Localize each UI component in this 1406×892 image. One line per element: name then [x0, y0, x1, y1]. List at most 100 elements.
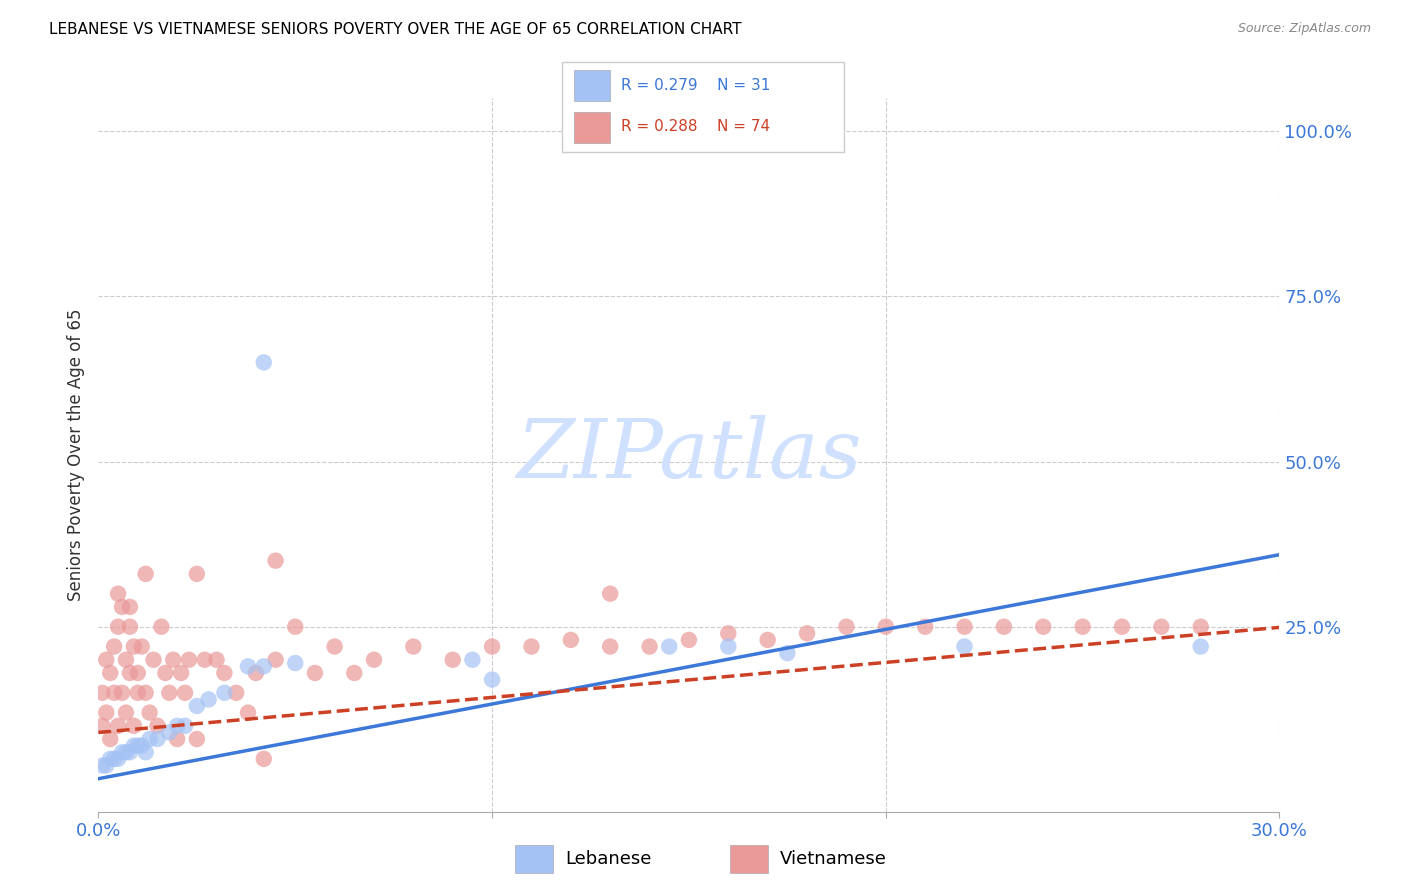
Point	[1189, 640, 1212, 654]
Point	[115, 745, 138, 759]
Point	[461, 653, 484, 667]
Point	[717, 640, 740, 654]
Point	[245, 665, 267, 680]
Point	[103, 640, 125, 654]
Text: LEBANESE VS VIETNAMESE SENIORS POVERTY OVER THE AGE OF 65 CORRELATION CHART: LEBANESE VS VIETNAMESE SENIORS POVERTY O…	[49, 22, 742, 37]
Point	[146, 732, 169, 747]
Point	[127, 739, 149, 753]
Point	[98, 752, 121, 766]
Point	[214, 665, 236, 680]
Text: Source: ZipAtlas.com: Source: ZipAtlas.com	[1237, 22, 1371, 36]
Point	[115, 653, 138, 667]
Point	[225, 686, 247, 700]
Point	[131, 640, 153, 654]
Point	[177, 653, 200, 667]
Point	[1032, 620, 1054, 634]
Point	[142, 653, 165, 667]
Point	[304, 665, 326, 680]
Point	[1111, 620, 1133, 634]
Point	[186, 732, 208, 747]
Point	[284, 656, 307, 670]
Point	[993, 620, 1015, 634]
Point	[197, 692, 219, 706]
Point	[107, 752, 129, 766]
Point	[560, 632, 582, 647]
Point	[111, 686, 134, 700]
Point	[253, 355, 276, 369]
Point	[103, 752, 125, 766]
Point	[236, 706, 259, 720]
Point	[155, 665, 177, 680]
Point	[638, 640, 661, 654]
Point	[103, 686, 125, 700]
Point	[127, 686, 149, 700]
Point	[363, 653, 385, 667]
Point	[205, 653, 228, 667]
Point	[253, 752, 276, 766]
Y-axis label: Seniors Poverty Over the Age of 65: Seniors Poverty Over the Age of 65	[66, 309, 84, 601]
Point	[776, 646, 799, 660]
Bar	[574, 112, 610, 143]
Text: Lebanese: Lebanese	[565, 849, 651, 868]
Point	[96, 706, 118, 720]
Point	[1150, 620, 1173, 634]
Point	[658, 640, 681, 654]
Point	[166, 719, 188, 733]
Point	[162, 653, 184, 667]
Point	[135, 566, 157, 581]
Point	[194, 653, 217, 667]
Point	[796, 626, 818, 640]
Point	[135, 745, 157, 759]
Point	[107, 719, 129, 733]
Point	[914, 620, 936, 634]
Point	[343, 665, 366, 680]
Point	[284, 620, 307, 634]
Text: Vietnamese: Vietnamese	[780, 849, 887, 868]
Point	[91, 686, 114, 700]
Point	[91, 758, 114, 772]
Point	[98, 732, 121, 747]
Point	[214, 686, 236, 700]
Point	[186, 698, 208, 713]
Point	[323, 640, 346, 654]
Point	[264, 554, 287, 568]
Point	[138, 732, 160, 747]
Point	[96, 758, 118, 772]
Point	[174, 686, 197, 700]
Point	[1071, 620, 1094, 634]
Point	[875, 620, 897, 634]
Point	[441, 653, 464, 667]
Point	[481, 673, 503, 687]
Point	[157, 725, 180, 739]
Point	[111, 599, 134, 614]
Point	[678, 632, 700, 647]
Point	[236, 659, 259, 673]
Point	[131, 739, 153, 753]
Point	[135, 686, 157, 700]
Point	[481, 640, 503, 654]
Point	[150, 620, 173, 634]
Point	[174, 719, 197, 733]
Point	[127, 665, 149, 680]
Point	[402, 640, 425, 654]
Point	[599, 640, 621, 654]
Bar	[730, 845, 768, 872]
Point	[118, 599, 141, 614]
Point	[166, 732, 188, 747]
Bar	[515, 845, 553, 872]
Point	[122, 739, 145, 753]
Point	[118, 620, 141, 634]
Point	[170, 665, 193, 680]
Point	[122, 640, 145, 654]
Point	[107, 620, 129, 634]
Point	[835, 620, 858, 634]
Text: R = 0.279    N = 31: R = 0.279 N = 31	[621, 78, 770, 93]
Point	[1189, 620, 1212, 634]
Point	[115, 706, 138, 720]
Point	[122, 719, 145, 733]
Point	[756, 632, 779, 647]
Point	[138, 706, 160, 720]
Point	[96, 653, 118, 667]
Point	[118, 665, 141, 680]
Point	[253, 659, 276, 673]
